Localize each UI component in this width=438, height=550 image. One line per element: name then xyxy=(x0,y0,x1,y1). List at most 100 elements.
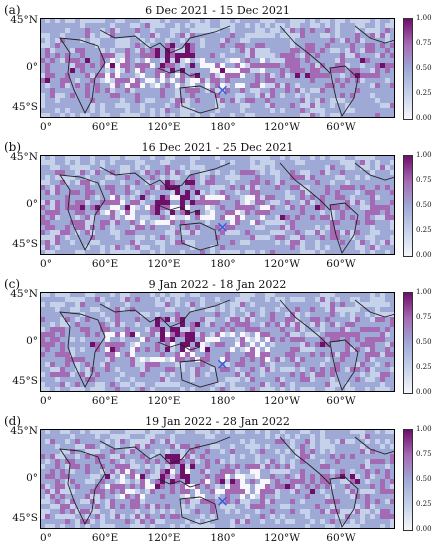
lon-tick-label: 180° xyxy=(210,532,236,544)
panel-title: 19 Jan 2022 - 28 Jan 2022 xyxy=(145,415,290,428)
lon-tick-label: 120°W xyxy=(263,395,301,407)
coastline xyxy=(179,496,219,525)
colorbar-tick-label: 1.00 xyxy=(416,14,432,22)
lon-tick-label: 60°W xyxy=(326,121,356,133)
colorbar-tick-label: 0.25 xyxy=(416,500,432,508)
lon-tick-label: 120°W xyxy=(263,258,301,270)
lat-tick-label: 0° xyxy=(26,472,38,484)
panel-label: (c) xyxy=(4,277,21,291)
lon-tick-label: 0° xyxy=(40,258,52,270)
coastline xyxy=(329,202,359,255)
lat-tick-label: 45°N xyxy=(10,14,38,26)
lat-tick-label: 0° xyxy=(26,198,38,210)
lat-tick-label: 45°N xyxy=(10,425,38,437)
coastline xyxy=(179,359,219,388)
coastline xyxy=(354,162,395,181)
lon-tick-label: 180° xyxy=(210,395,236,407)
colorbar-tick-label: 0.50 xyxy=(416,201,432,209)
coastline xyxy=(329,476,359,529)
colorbar-tick-label: 0.25 xyxy=(416,363,432,371)
map-field xyxy=(40,18,395,118)
lon-tick-label: 0° xyxy=(40,121,52,133)
colorbar-tick-label: 0.25 xyxy=(416,89,432,97)
lat-tick-label: 45°S xyxy=(12,375,38,387)
panel-label: (b) xyxy=(4,140,22,154)
colorbar-tick-label: 1.00 xyxy=(416,425,432,433)
lat-tick-label: 45°S xyxy=(12,238,38,250)
colorbar-tick-label: 0.50 xyxy=(416,338,432,346)
lon-tick-label: 60°E xyxy=(91,532,119,544)
coastline xyxy=(59,311,106,388)
panel-title: 6 Dec 2021 - 15 Dec 2021 xyxy=(145,4,290,17)
colorbar xyxy=(403,155,413,257)
coastline xyxy=(179,85,219,114)
colorbar-tick-label: 0.50 xyxy=(416,64,432,72)
coastline xyxy=(279,436,331,485)
colorbar xyxy=(403,18,413,120)
lon-tick-label: 0° xyxy=(40,532,52,544)
colorbar-tick-label: 0.75 xyxy=(416,39,432,47)
panel-title: 16 Dec 2021 - 25 Dec 2021 xyxy=(141,141,294,154)
lon-tick-label: 120°W xyxy=(263,121,301,133)
coastline xyxy=(354,436,395,455)
coastline xyxy=(354,25,395,44)
lat-tick-label: 0° xyxy=(26,335,38,347)
lon-tick-label: 180° xyxy=(210,121,236,133)
colorbar-tick-label: 1.00 xyxy=(416,288,432,296)
coastline xyxy=(99,25,231,54)
map-field xyxy=(40,429,395,529)
map-panel: (c) 9 Jan 2022 - 18 Jan 2022 45°N 0° 45°S 0° 6… xyxy=(0,274,438,411)
lat-tick-label: 45°S xyxy=(12,101,38,113)
coastline xyxy=(99,436,231,465)
cross-marker-icon xyxy=(217,85,227,95)
lon-tick-label: 120°E xyxy=(147,395,181,407)
lat-tick-label: 45°N xyxy=(10,288,38,300)
coastline xyxy=(179,222,219,251)
cross-marker-icon xyxy=(217,222,227,232)
lat-tick-label: 45°N xyxy=(10,151,38,163)
panel-title: 9 Jan 2022 - 18 Jan 2022 xyxy=(148,278,287,291)
lon-tick-label: 60°W xyxy=(326,258,356,270)
coastline xyxy=(329,339,359,392)
lon-tick-label: 120°E xyxy=(147,532,181,544)
coastline xyxy=(279,25,331,74)
colorbar-tick-label: 0.75 xyxy=(416,176,432,184)
coastline xyxy=(279,299,331,348)
colorbar-tick-label: 0.25 xyxy=(416,226,432,234)
colorbar-tick-label: 0.50 xyxy=(416,475,432,483)
lon-tick-label: 60°E xyxy=(91,121,119,133)
lon-tick-label: 60°E xyxy=(91,258,119,270)
coastline xyxy=(99,299,231,328)
coastline xyxy=(59,37,106,114)
lon-tick-label: 0° xyxy=(40,395,52,407)
colorbar-tick-label: 0.75 xyxy=(416,450,432,458)
lon-tick-label: 120°E xyxy=(147,258,181,270)
cross-marker-icon xyxy=(217,496,227,506)
colorbar-tick-label: 0.00 xyxy=(416,525,432,533)
coastline xyxy=(157,478,201,488)
colorbar-tick-label: 1.00 xyxy=(416,151,432,159)
colorbar xyxy=(403,292,413,394)
map-panel: (a) 6 Dec 2021 - 15 Dec 2021 45°N 0° 45°S 0° 6… xyxy=(0,0,438,137)
coastline xyxy=(279,162,331,211)
cross-marker-icon xyxy=(217,359,227,369)
lon-tick-label: 180° xyxy=(210,258,236,270)
map-field xyxy=(40,292,395,392)
coastline xyxy=(59,174,106,251)
colorbar-tick-label: 0.00 xyxy=(416,388,432,396)
lon-tick-label: 60°E xyxy=(91,395,119,407)
coastline xyxy=(157,67,201,77)
coastline xyxy=(354,299,395,318)
coastline xyxy=(59,448,106,525)
colorbar-tick-label: 0.75 xyxy=(416,313,432,321)
colorbar-tick-label: 0.00 xyxy=(416,114,432,122)
colorbar-tick-label: 0.00 xyxy=(416,251,432,259)
coastline xyxy=(157,341,201,351)
map-field xyxy=(40,155,395,255)
map-panel: (d) 19 Jan 2022 - 28 Jan 2022 45°N 0° 45°S 0°… xyxy=(0,411,438,548)
panel-label: (a) xyxy=(4,3,21,17)
lon-tick-label: 60°W xyxy=(326,395,356,407)
map-panel: (b) 16 Dec 2021 - 25 Dec 2021 45°N 0° 45°S 0°… xyxy=(0,137,438,274)
lat-tick-label: 45°S xyxy=(12,512,38,524)
lat-tick-label: 0° xyxy=(26,61,38,73)
